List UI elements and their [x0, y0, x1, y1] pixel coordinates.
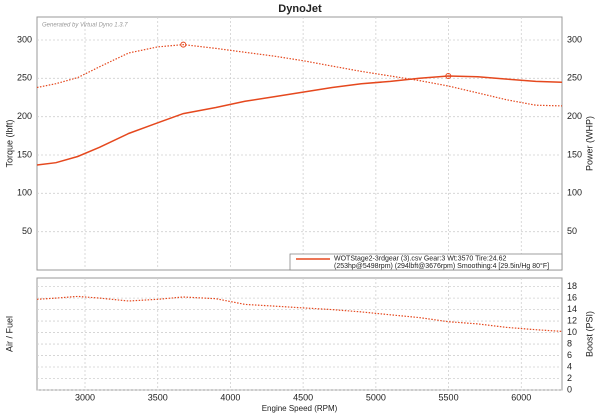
y2-tick-label: 10 [567, 327, 577, 337]
y2-tick-label: 200 [567, 111, 582, 121]
y2-tick-label: 6 [567, 350, 572, 360]
legend-text: WOTStage2-3rdgear (3).csv Gear:3 Wt:3570… [334, 255, 506, 262]
series-line [36, 43, 563, 107]
plot-frame [36, 16, 563, 271]
x-tick-label: 5000 [366, 392, 386, 402]
y-tick-label: 100 [17, 188, 32, 198]
legend-box [289, 253, 563, 271]
x-tick-label: 3000 [75, 392, 95, 402]
y-tick-label: 300 [17, 34, 32, 44]
x-tick-label: 6000 [511, 392, 531, 402]
series-line [36, 295, 563, 332]
y2-tick-label: 12 [567, 315, 577, 325]
y2-tick-label: 18 [567, 281, 577, 291]
x-tick-label: 4500 [293, 392, 313, 402]
y2-tick-label: 2 [567, 373, 572, 383]
y2-tick-label: 8 [567, 338, 572, 348]
x-tick-label: 5500 [439, 392, 459, 402]
peak-marker [180, 41, 187, 48]
y2-tick-label: 4 [567, 361, 572, 371]
x-tick-label: 4000 [220, 392, 240, 402]
y-tick-label: 50 [22, 226, 32, 236]
chart-title: DynoJet [278, 3, 322, 15]
y-tick-label: 150 [17, 149, 32, 159]
y-axis-label: Torque (lbft) [4, 119, 14, 167]
y2-tick-label: 14 [567, 304, 577, 314]
peak-marker [445, 73, 452, 80]
y-tick-label: 200 [17, 111, 32, 121]
y2-axis-label: Power (WHP) [584, 116, 594, 171]
plot-frame [36, 277, 563, 391]
series-line [36, 75, 563, 166]
legend-text: (253hp@5498rpm) (294lbft@3676rpm) Smooth… [334, 262, 549, 270]
y2-tick-label: 150 [567, 149, 582, 159]
y2-tick-label: 50 [567, 226, 577, 236]
y2-tick-label: 16 [567, 292, 577, 302]
y2-axis-label: Boost (PSI) [584, 311, 594, 357]
x-tick-label: 3500 [148, 392, 168, 402]
y2-tick-label: 250 [567, 73, 582, 83]
y2-tick-label: 300 [567, 34, 582, 44]
x-axis-label: Engine Speed (RPM) [262, 404, 338, 413]
y2-tick-label: 100 [567, 188, 582, 198]
watermark: Generated by Virtual Dyno 1.3.7 [42, 23, 128, 29]
y-axis-label: Air / Fuel [4, 316, 14, 352]
y2-tick-label: 0 [567, 384, 572, 394]
y-tick-label: 250 [17, 73, 32, 83]
